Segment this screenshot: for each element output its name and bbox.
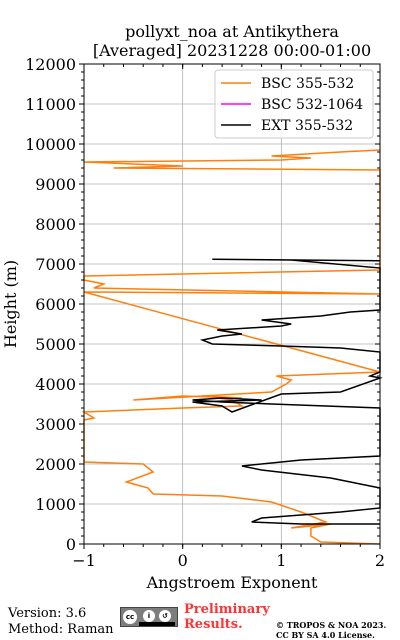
preliminary-notice: Preliminary Results. <box>184 602 270 632</box>
y-tick-label: 10000 <box>25 135 76 154</box>
cc-icon: cc <box>123 610 137 624</box>
sa-icon: ↺ <box>159 610 171 622</box>
y-axis-label: Height (m) <box>1 260 20 348</box>
y-tick-label: 0 <box>66 535 76 554</box>
legend-label: EXT 355-532 <box>261 118 353 134</box>
by-icon: i <box>143 610 155 622</box>
legend-box <box>214 69 374 139</box>
legend-label: BSC 355-532 <box>261 76 354 92</box>
grid <box>83 63 381 545</box>
x-axis-label: Angstroem Exponent <box>146 573 318 592</box>
y-tick-label: 4000 <box>35 375 76 394</box>
y-tick-label: 11000 <box>25 95 76 114</box>
y-tick-label: 7000 <box>35 255 76 274</box>
series-group <box>81 149 383 545</box>
series-line-ext-355-532 <box>192 258 383 525</box>
y-tick-label: 1000 <box>35 495 76 514</box>
y-tick-label: 6000 <box>35 295 76 314</box>
y-tick-label: 9000 <box>35 175 76 194</box>
chart-title-line2: [Averaged] 20231228 00:00-01:00 <box>92 41 372 60</box>
x-tick-label: 0 <box>178 551 188 570</box>
y-tick-label: 2000 <box>35 455 76 474</box>
legend: BSC 355-532 BSC 532-1064 EXT 355-532 <box>214 69 374 139</box>
cc-license-badge: cc i ↺ <box>120 607 178 627</box>
y-tick-label: 3000 <box>35 415 76 434</box>
x-tick-label: 1 <box>276 551 286 570</box>
legend-label: BSC 532-1064 <box>261 97 363 113</box>
chart-title-line1: pollyxt_noa at Antikythera <box>125 22 339 41</box>
y-tick-label: 8000 <box>35 215 76 234</box>
y-tick-label: 5000 <box>35 335 76 354</box>
x-tick-label: −1 <box>72 551 96 570</box>
x-tick-label: 2 <box>375 551 385 570</box>
version-text: Version: 3.6 <box>8 606 87 621</box>
series-line-bsc-355-532 <box>81 149 381 545</box>
method-text: Method: Raman <box>8 622 114 637</box>
copyright-notice: © TROPOS & NOA 2023. CC BY SA 4.0 Licens… <box>276 620 387 640</box>
y-tick-label: 12000 <box>25 55 76 74</box>
ticks: −1 0 1 201000200030004000500060007000800090… <box>25 55 385 570</box>
